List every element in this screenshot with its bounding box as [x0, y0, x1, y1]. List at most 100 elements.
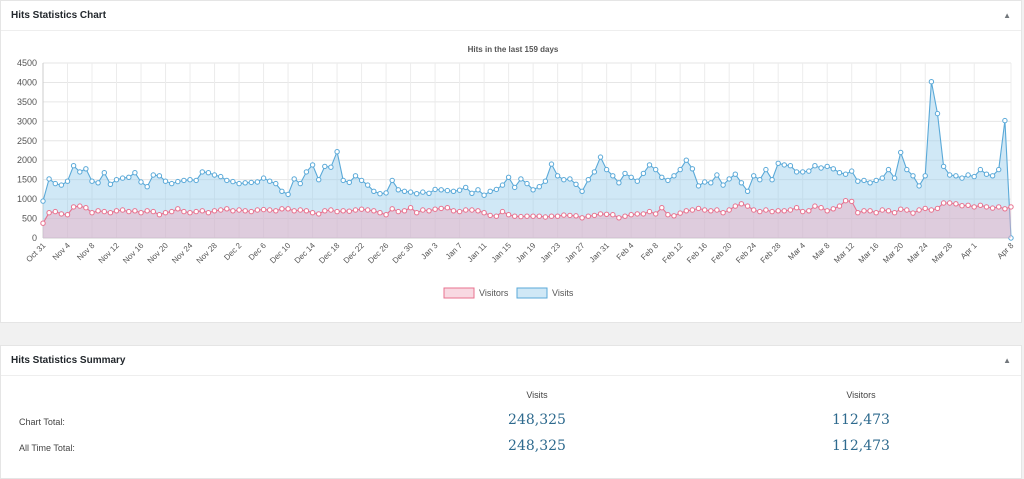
x-tick-label: Jan 15 — [490, 241, 514, 265]
visitors-point — [775, 208, 781, 214]
visits-point — [683, 157, 689, 163]
visits-point — [95, 180, 101, 186]
visitors-point — [389, 206, 395, 212]
x-tick-label: Mar 4 — [786, 241, 807, 262]
visits-point — [414, 191, 420, 197]
x-tick-label: Nov 24 — [170, 241, 195, 266]
visitors-point — [518, 213, 524, 220]
visits-point — [849, 168, 855, 174]
visitors-point — [83, 205, 89, 211]
visits-point — [199, 169, 206, 175]
visits-point — [438, 187, 444, 193]
visitors-point — [879, 207, 885, 213]
visitors-point — [628, 212, 634, 218]
x-tick-label: Dec 30 — [391, 241, 416, 266]
legend-swatch — [443, 287, 475, 299]
visits-point — [224, 177, 230, 184]
y-tick-label: 3000 — [17, 116, 37, 126]
x-tick-label: Dec 26 — [366, 241, 391, 266]
visits-point — [346, 179, 352, 186]
visits-point — [420, 189, 426, 195]
x-tick-label: Mar 12 — [832, 241, 856, 265]
visitors-point — [77, 203, 83, 209]
legend-swatch — [516, 287, 548, 299]
visitors-point — [469, 207, 475, 213]
visits-point — [989, 173, 996, 179]
visits-point — [144, 184, 150, 190]
visits-point — [940, 163, 947, 170]
visits-point — [585, 177, 591, 183]
hits-line-chart: Hits in the last 159 days 0 500 1000 1500 20… — [17, 45, 1016, 299]
visitors-point — [107, 210, 114, 216]
visits-point — [824, 163, 830, 170]
visits-point — [867, 180, 873, 186]
visitors-point — [181, 208, 187, 215]
visits-point — [316, 177, 322, 183]
collapse-toggle-icon[interactable]: ▲ — [1003, 11, 1011, 20]
summary-chart-total-visits: 248,325 — [508, 412, 566, 428]
collapse-toggle-icon[interactable]: ▲ — [1003, 356, 1011, 365]
chart-title: Hits in the last 159 days — [468, 45, 559, 54]
visitors-point — [426, 208, 432, 214]
visits-point — [996, 166, 1002, 173]
visitors-point — [622, 213, 628, 219]
visits-point — [371, 188, 377, 195]
visits-point — [702, 179, 708, 185]
visitors-point — [493, 213, 500, 219]
visits-point — [58, 182, 65, 188]
summary-col-visitors: Visitors — [846, 390, 876, 400]
visitors-area — [43, 200, 1011, 238]
visitors-point — [150, 208, 157, 215]
visits-point — [205, 170, 212, 176]
visitors-point — [279, 206, 285, 212]
visitors-point — [218, 207, 224, 213]
x-tick-label: Dec 2 — [222, 241, 244, 263]
legend-label: Visitors — [479, 288, 509, 298]
visitors-point — [119, 207, 126, 213]
x-tick-label: Oct 31 — [24, 241, 47, 264]
visits-point — [181, 177, 187, 184]
visits-point — [610, 173, 616, 179]
visits-point — [671, 173, 677, 179]
visits-point — [720, 182, 726, 188]
x-tick-label: Jan 11 — [466, 241, 489, 264]
visitors-point — [646, 208, 653, 215]
visits-point — [793, 169, 800, 175]
visits-point — [855, 178, 861, 184]
visitors-point — [52, 208, 58, 215]
visits-point — [377, 191, 383, 197]
visits-point — [536, 184, 542, 190]
x-tick-label: Feb 24 — [734, 241, 758, 265]
visits-point — [156, 173, 163, 179]
visitors-point — [444, 205, 451, 211]
visits-point — [830, 166, 836, 172]
visitors-point — [377, 210, 383, 216]
visits-point — [267, 178, 273, 184]
visits-point — [334, 149, 340, 155]
x-tick-label: Dec 6 — [247, 241, 269, 263]
visitors-point — [959, 203, 965, 209]
visits-point — [401, 188, 408, 195]
visits-point — [757, 177, 763, 183]
x-tick-label: Jan 3 — [419, 241, 440, 262]
visits-point — [119, 175, 126, 181]
visits-point — [567, 176, 573, 182]
visitors-point — [487, 212, 493, 219]
visits-point — [800, 169, 806, 175]
visits-point — [640, 170, 647, 177]
visits-point — [138, 179, 144, 185]
visitors-point — [138, 210, 144, 216]
x-tick-label: Apr 1 — [959, 241, 979, 261]
visits-point — [475, 187, 481, 193]
visitors-point — [989, 205, 996, 211]
visits-point — [738, 180, 745, 186]
visitors-point — [475, 208, 481, 214]
visitors-point — [126, 208, 132, 215]
visits-point — [622, 170, 628, 177]
visits-point — [309, 162, 316, 168]
visits-point — [836, 170, 843, 176]
visitors-point — [928, 207, 935, 213]
visitors-point — [738, 201, 745, 207]
visits-point — [236, 180, 242, 187]
visits-area — [43, 81, 1011, 238]
